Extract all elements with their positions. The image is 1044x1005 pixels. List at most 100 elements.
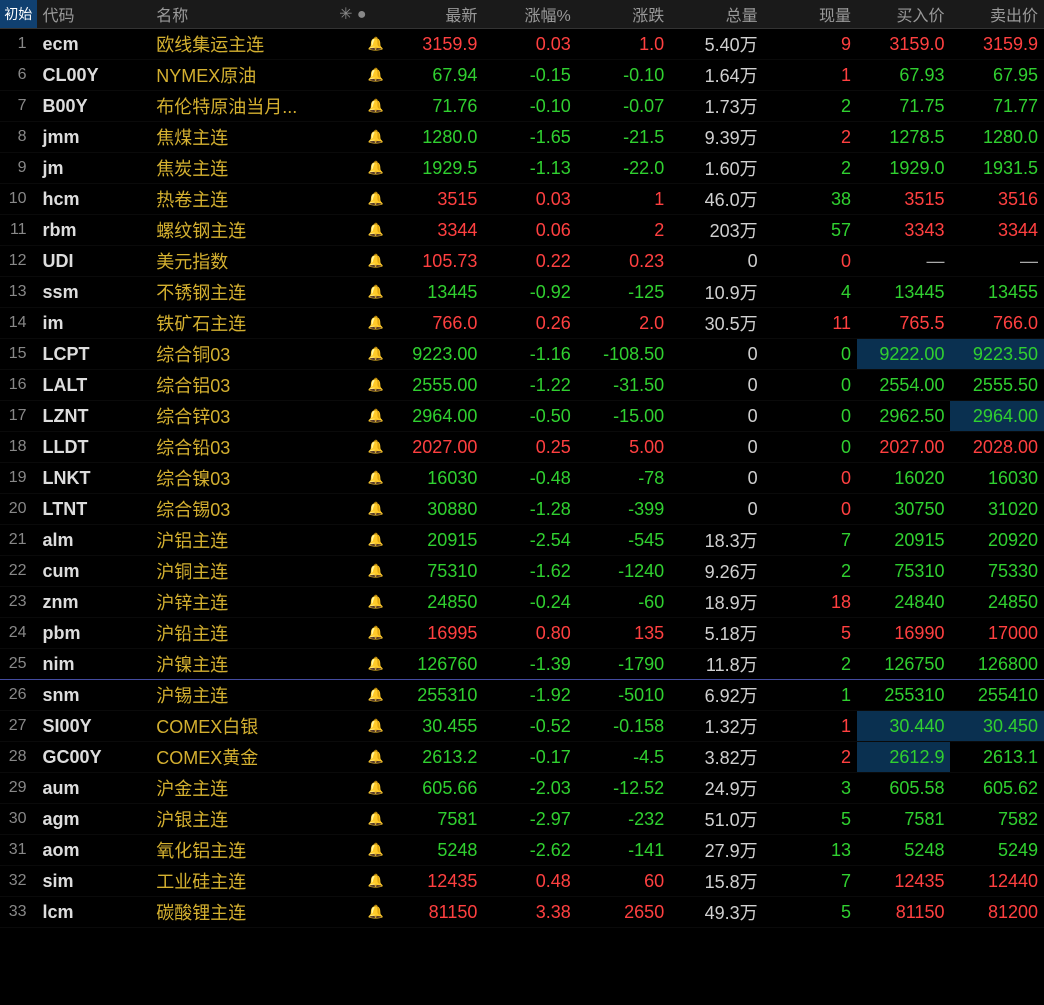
- col-header-pct[interactable]: 涨幅%: [483, 0, 576, 29]
- bell-icon[interactable]: 🔔: [362, 91, 390, 122]
- col-header-ask[interactable]: 卖出价: [950, 0, 1044, 29]
- star-icon[interactable]: [333, 897, 361, 928]
- bell-icon[interactable]: 🔔: [362, 432, 390, 463]
- bell-icon[interactable]: 🔔: [362, 246, 390, 277]
- star-icon[interactable]: [333, 618, 361, 649]
- cell-vol: 5.18万: [670, 618, 763, 649]
- star-icon[interactable]: [333, 432, 361, 463]
- bell-icon[interactable]: 🔔: [362, 60, 390, 91]
- star-icon[interactable]: [333, 339, 361, 370]
- col-header-bid[interactable]: 买入价: [857, 0, 950, 29]
- bell-icon[interactable]: 🔔: [362, 525, 390, 556]
- star-icon[interactable]: [333, 215, 361, 246]
- table-row[interactable]: 18 LLDT 综合铅03 🔔 2027.00 0.25 5.00 0 0 20…: [0, 432, 1044, 463]
- table-row[interactable]: 28 GC00Y COMEX黄金 🔔 2613.2 -0.17 -4.5 3.8…: [0, 742, 1044, 773]
- bell-icon[interactable]: 🔔: [362, 680, 390, 711]
- bell-icon[interactable]: 🔔: [362, 804, 390, 835]
- table-row[interactable]: 29 aum 沪金主连 🔔 605.66 -2.03 -12.52 24.9万 …: [0, 773, 1044, 804]
- star-icon[interactable]: [333, 401, 361, 432]
- col-header-chg[interactable]: 涨跌: [577, 0, 670, 29]
- table-row[interactable]: 7 B00Y 布伦特原油当月... 🔔 71.76 -0.10 -0.07 1.…: [0, 91, 1044, 122]
- table-row[interactable]: 23 znm 沪锌主连 🔔 24850 -0.24 -60 18.9万 18 2…: [0, 587, 1044, 618]
- star-icon[interactable]: [333, 711, 361, 742]
- table-row[interactable]: 24 pbm 沪铅主连 🔔 16995 0.80 135 5.18万 5 169…: [0, 618, 1044, 649]
- bell-icon[interactable]: 🔔: [362, 773, 390, 804]
- bell-icon[interactable]: 🔔: [362, 277, 390, 308]
- bell-icon[interactable]: 🔔: [362, 742, 390, 773]
- star-icon[interactable]: [333, 649, 361, 680]
- bell-icon[interactable]: 🔔: [362, 649, 390, 680]
- star-icon[interactable]: [333, 773, 361, 804]
- table-row[interactable]: 13 ssm 不锈钢主连 🔔 13445 -0.92 -125 10.9万 4 …: [0, 277, 1044, 308]
- table-row[interactable]: 9 jm 焦炭主连 🔔 1929.5 -1.13 -22.0 1.60万 2 1…: [0, 153, 1044, 184]
- cell-vol: 51.0万: [670, 804, 763, 835]
- bell-icon[interactable]: 🔔: [362, 153, 390, 184]
- bell-icon[interactable]: 🔔: [362, 835, 390, 866]
- bell-icon[interactable]: 🔔: [362, 122, 390, 153]
- bell-icon[interactable]: 🔔: [362, 184, 390, 215]
- table-row[interactable]: 32 sim 工业硅主连 🔔 12435 0.48 60 15.8万 7 124…: [0, 866, 1044, 897]
- bell-icon[interactable]: 🔔: [362, 897, 390, 928]
- col-header-now[interactable]: 现量: [764, 0, 857, 29]
- table-row[interactable]: 27 SI00Y COMEX白银 🔔 30.455 -0.52 -0.158 1…: [0, 711, 1044, 742]
- star-icon[interactable]: [333, 122, 361, 153]
- table-row[interactable]: 10 hcm 热卷主连 🔔 3515 0.03 1 46.0万 38 3515 …: [0, 184, 1044, 215]
- bell-icon[interactable]: 🔔: [362, 618, 390, 649]
- table-row[interactable]: 19 LNKT 综合镍03 🔔 16030 -0.48 -78 0 0 1602…: [0, 463, 1044, 494]
- star-icon[interactable]: [333, 835, 361, 866]
- star-icon[interactable]: [333, 153, 361, 184]
- table-row[interactable]: 17 LZNT 综合锌03 🔔 2964.00 -0.50 -15.00 0 0…: [0, 401, 1044, 432]
- star-icon[interactable]: [333, 91, 361, 122]
- star-icon[interactable]: [333, 463, 361, 494]
- bell-icon[interactable]: 🔔: [362, 29, 390, 60]
- table-row[interactable]: 12 UDI 美元指数 🔔 105.73 0.22 0.23 0 0 — —: [0, 246, 1044, 277]
- table-row[interactable]: 1 ecm 欧线集运主连 🔔 3159.9 0.03 1.0 5.40万 9 3…: [0, 29, 1044, 60]
- star-icon[interactable]: [333, 866, 361, 897]
- star-icon[interactable]: [333, 680, 361, 711]
- table-row[interactable]: 30 agm 沪银主连 🔔 7581 -2.97 -232 51.0万 5 75…: [0, 804, 1044, 835]
- table-row[interactable]: 14 im 铁矿石主连 🔔 766.0 0.26 2.0 30.5万 11 76…: [0, 308, 1044, 339]
- table-row[interactable]: 15 LCPT 综合铜03 🔔 9223.00 -1.16 -108.50 0 …: [0, 339, 1044, 370]
- bell-icon[interactable]: 🔔: [362, 308, 390, 339]
- table-row[interactable]: 20 LTNT 综合锡03 🔔 30880 -1.28 -399 0 0 307…: [0, 494, 1044, 525]
- bell-icon[interactable]: 🔔: [362, 401, 390, 432]
- table-row[interactable]: 21 alm 沪铝主连 🔔 20915 -2.54 -545 18.3万 7 2…: [0, 525, 1044, 556]
- bell-icon[interactable]: 🔔: [362, 556, 390, 587]
- bell-icon[interactable]: 🔔: [362, 215, 390, 246]
- col-header-code[interactable]: 代码: [37, 0, 151, 29]
- star-icon[interactable]: [333, 556, 361, 587]
- bell-icon[interactable]: 🔔: [362, 866, 390, 897]
- star-icon[interactable]: [333, 308, 361, 339]
- star-icon[interactable]: [333, 277, 361, 308]
- bell-icon[interactable]: 🔔: [362, 711, 390, 742]
- table-row[interactable]: 11 rbm 螺纹钢主连 🔔 3344 0.06 2 203万 57 3343 …: [0, 215, 1044, 246]
- bell-icon[interactable]: 🔔: [362, 463, 390, 494]
- table-row[interactable]: 16 LALT 综合铝03 🔔 2555.00 -1.22 -31.50 0 0…: [0, 370, 1044, 401]
- cell-ask: 5249: [950, 835, 1044, 866]
- star-icon[interactable]: [333, 29, 361, 60]
- table-row[interactable]: 25 nim 沪镍主连 🔔 126760 -1.39 -1790 11.8万 2…: [0, 649, 1044, 680]
- star-icon[interactable]: [333, 804, 361, 835]
- bell-icon[interactable]: 🔔: [362, 339, 390, 370]
- star-icon[interactable]: [333, 246, 361, 277]
- col-header-vol[interactable]: 总量: [670, 0, 763, 29]
- star-icon[interactable]: [333, 60, 361, 91]
- star-icon[interactable]: [333, 184, 361, 215]
- col-header-last[interactable]: 最新: [390, 0, 483, 29]
- table-row[interactable]: 22 cum 沪铜主连 🔔 75310 -1.62 -1240 9.26万 2 …: [0, 556, 1044, 587]
- star-icon[interactable]: [333, 742, 361, 773]
- star-icon[interactable]: [333, 370, 361, 401]
- star-icon[interactable]: [333, 587, 361, 618]
- bell-icon[interactable]: 🔔: [362, 587, 390, 618]
- table-row[interactable]: 6 CL00Y NYMEX原油 🔔 67.94 -0.15 -0.10 1.64…: [0, 60, 1044, 91]
- table-row[interactable]: 31 aom 氧化铝主连 🔔 5248 -2.62 -141 27.9万 13 …: [0, 835, 1044, 866]
- table-row[interactable]: 26 snm 沪锡主连 🔔 255310 -1.92 -5010 6.92万 1…: [0, 680, 1044, 711]
- table-row[interactable]: 33 lcm 碳酸锂主连 🔔 81150 3.38 2650 49.3万 5 8…: [0, 897, 1044, 928]
- star-icon[interactable]: [333, 494, 361, 525]
- star-icon[interactable]: [333, 525, 361, 556]
- table-row[interactable]: 8 jmm 焦煤主连 🔔 1280.0 -1.65 -21.5 9.39万 2 …: [0, 122, 1044, 153]
- bell-icon[interactable]: 🔔: [362, 494, 390, 525]
- col-header-name[interactable]: 名称: [150, 0, 333, 29]
- bell-icon[interactable]: 🔔: [362, 370, 390, 401]
- tab-initial[interactable]: 初始: [0, 0, 37, 29]
